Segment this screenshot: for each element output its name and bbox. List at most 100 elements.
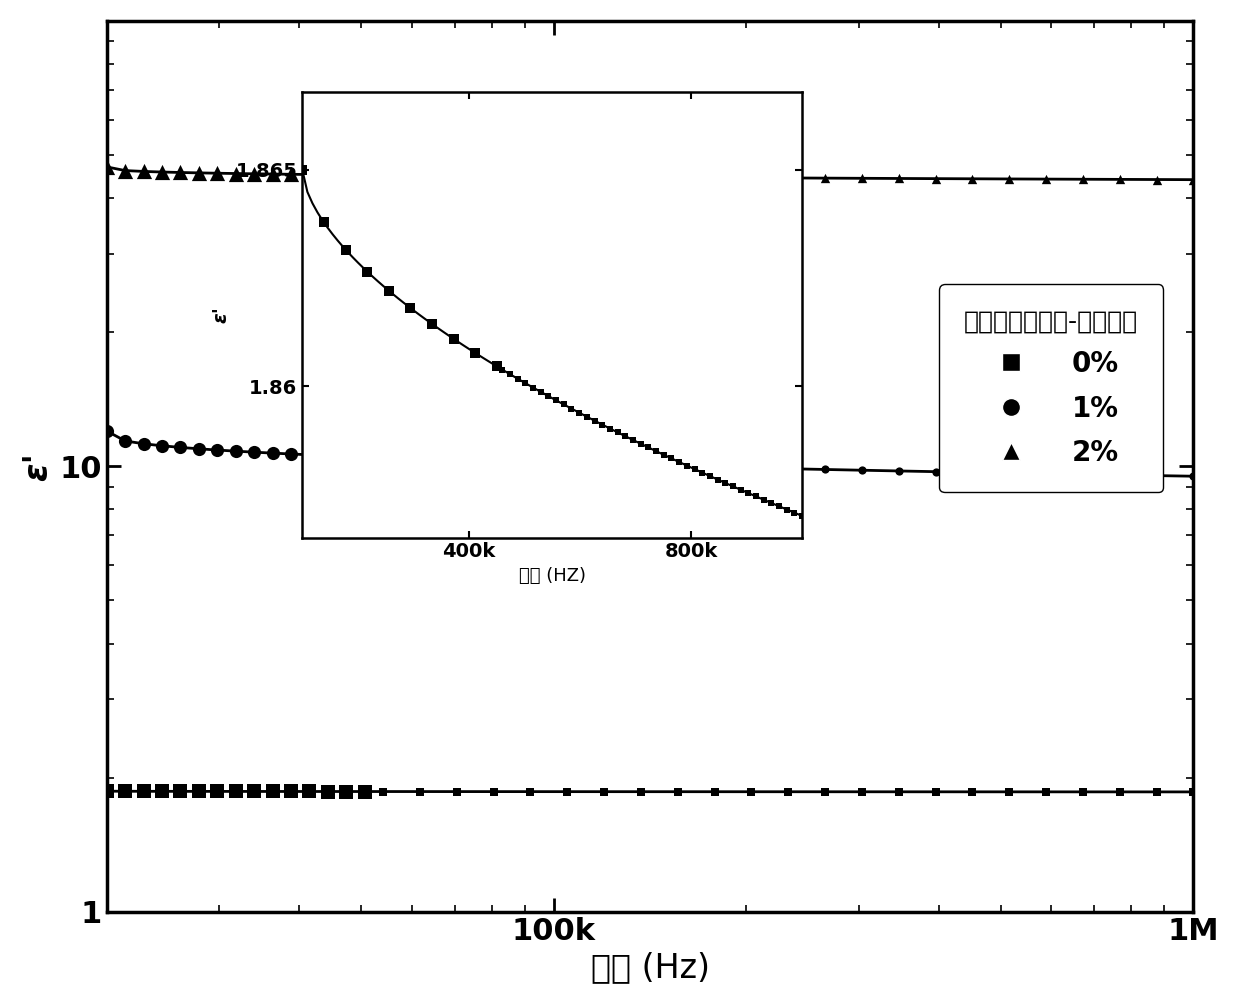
Point	[1110, 171, 1130, 187]
Point	[446, 784, 466, 800]
Point	[299, 447, 319, 463]
Point	[925, 784, 945, 800]
Point	[244, 444, 264, 460]
Point	[263, 784, 283, 800]
Point	[1183, 784, 1203, 800]
Point	[484, 168, 503, 184]
Point	[889, 171, 909, 187]
Point	[631, 784, 651, 800]
Point	[263, 445, 283, 461]
Point	[299, 167, 319, 183]
Point	[889, 784, 909, 800]
Point	[962, 171, 982, 187]
Point	[925, 463, 945, 479]
Point	[889, 463, 909, 479]
Point	[134, 164, 154, 180]
Point	[188, 165, 208, 181]
Point	[410, 451, 430, 467]
Point	[281, 446, 301, 462]
Point	[97, 423, 117, 439]
Point	[779, 784, 799, 800]
Point	[317, 167, 337, 183]
Point	[263, 166, 283, 182]
Point	[153, 783, 172, 799]
Point	[207, 442, 227, 458]
Point	[1037, 784, 1056, 800]
Point	[1110, 784, 1130, 800]
Y-axis label: ε': ε'	[21, 452, 53, 480]
Point	[226, 783, 246, 799]
Point	[1037, 465, 1056, 481]
Point	[207, 165, 227, 181]
Point	[1073, 171, 1092, 187]
Point	[1110, 467, 1130, 483]
Point	[317, 784, 337, 800]
Point	[742, 784, 761, 800]
Point	[188, 783, 208, 799]
Point	[373, 784, 393, 800]
Point	[852, 462, 872, 478]
Point	[336, 167, 356, 183]
Point	[170, 165, 190, 181]
Point	[373, 449, 393, 465]
Point	[207, 783, 227, 799]
Point	[115, 783, 135, 799]
Point	[925, 171, 945, 187]
Point	[134, 783, 154, 799]
Legend: 0%, 1%, 2%: 0%, 1%, 2%	[939, 284, 1163, 492]
Point	[557, 169, 577, 185]
Point	[336, 448, 356, 464]
Point	[355, 784, 374, 800]
Point	[631, 457, 651, 473]
Point	[704, 784, 724, 800]
Point	[1183, 172, 1203, 188]
Point	[742, 170, 761, 186]
Point	[153, 164, 172, 180]
Point	[484, 453, 503, 469]
Point	[594, 784, 614, 800]
Point	[521, 784, 541, 800]
Point	[226, 166, 246, 182]
Point	[281, 784, 301, 800]
Point	[244, 784, 264, 800]
Point	[97, 783, 117, 799]
Point	[999, 465, 1019, 481]
Point	[704, 170, 724, 186]
Point	[134, 436, 154, 452]
Point	[281, 166, 301, 182]
Point	[742, 460, 761, 476]
X-axis label: 频率 (Hz): 频率 (Hz)	[590, 951, 709, 984]
Point	[779, 170, 799, 186]
Point	[97, 159, 117, 175]
Point	[521, 169, 541, 185]
Point	[557, 784, 577, 800]
Point	[962, 464, 982, 480]
Point	[1037, 171, 1056, 187]
Point	[1183, 468, 1203, 484]
Point	[631, 169, 651, 185]
Point	[115, 163, 135, 179]
Point	[594, 169, 614, 185]
Point	[779, 460, 799, 476]
Point	[226, 443, 246, 459]
Point	[355, 449, 374, 465]
Point	[446, 168, 466, 184]
Point	[815, 784, 835, 800]
Point	[446, 452, 466, 468]
Point	[410, 784, 430, 800]
Point	[1073, 784, 1092, 800]
Point	[1147, 172, 1167, 188]
Point	[852, 784, 872, 800]
Point	[962, 784, 982, 800]
Point	[999, 784, 1019, 800]
Point	[668, 169, 688, 185]
Point	[668, 458, 688, 474]
Point	[999, 171, 1019, 187]
Point	[410, 168, 430, 184]
Point	[244, 166, 264, 182]
Point	[153, 438, 172, 454]
Point	[815, 170, 835, 186]
Point	[355, 167, 374, 183]
Point	[521, 454, 541, 470]
Point	[170, 783, 190, 799]
